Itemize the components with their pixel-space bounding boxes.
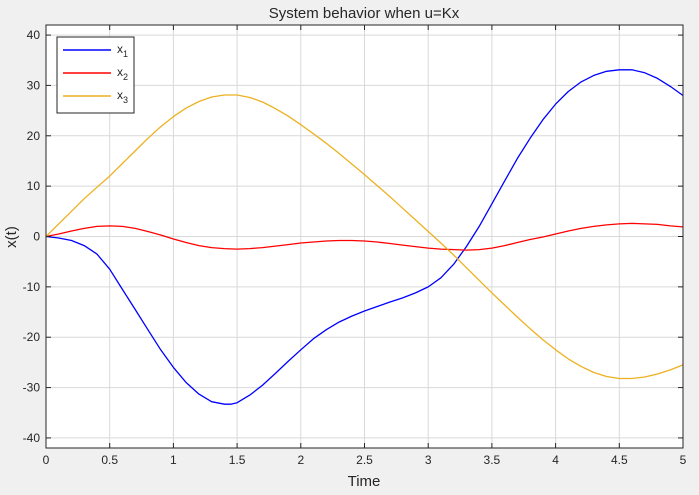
- y-axis-label: x(t): [3, 226, 20, 248]
- x-tick-label: 2: [297, 453, 304, 467]
- x-axis-ticks: 0 0.5 1 1.5 2 2.5 3 3.5 4 4.5 5: [43, 25, 687, 467]
- legend[interactable]: x1 x2 x3: [56, 36, 135, 114]
- y-tick-label: -40: [23, 431, 41, 445]
- y-axis-ticks: -40 -30 -20 -10 0 10 20 30 40: [23, 28, 683, 445]
- x-tick-label: 5: [680, 453, 687, 467]
- x-tick-label: 0: [43, 453, 50, 467]
- x-axis-label: Time: [348, 473, 381, 490]
- y-tick-label: 30: [27, 78, 41, 92]
- x-tick-label: 2.5: [356, 453, 373, 467]
- legend-label-3: x3: [117, 88, 128, 105]
- legend-label-1: x1: [117, 42, 128, 59]
- x-tick-label: 3.5: [484, 453, 501, 467]
- y-tick-label: 10: [27, 179, 41, 193]
- plot-lines: [45, 69, 684, 405]
- x-tick-label: 3: [425, 453, 432, 467]
- y-tick-label: -20: [23, 330, 41, 344]
- y-tick-label: 20: [27, 129, 41, 143]
- x-tick-label: 4.5: [611, 453, 628, 467]
- y-tick-label: -30: [23, 381, 41, 395]
- y-tick-label: -10: [23, 280, 41, 294]
- y-tick-label: 40: [27, 28, 41, 42]
- x-tick-label: 4: [552, 453, 559, 467]
- series-line-3: [45, 94, 684, 380]
- x-tick-label: 1: [170, 453, 177, 467]
- legend-label-2: x2: [117, 65, 128, 82]
- x-tick-label: 0.5: [101, 453, 118, 467]
- series-line-2: [45, 222, 684, 251]
- y-tick-label: 0: [33, 230, 40, 244]
- x-tick-label: 1.5: [229, 453, 246, 467]
- chart-title: System behavior when u=Kx: [269, 5, 460, 22]
- series-line-1: [45, 69, 684, 405]
